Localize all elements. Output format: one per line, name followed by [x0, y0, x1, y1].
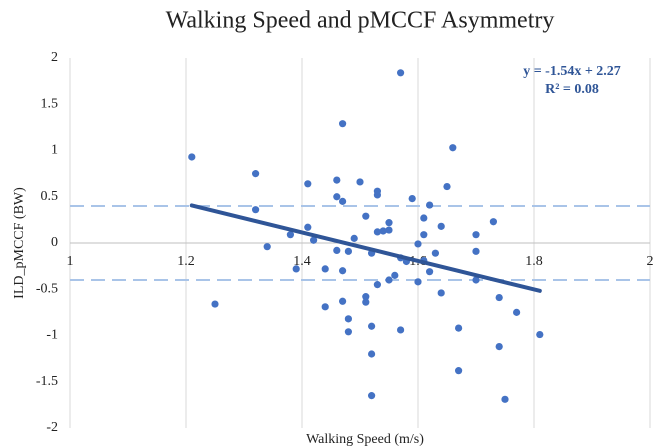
x-tick-label: 1.2	[177, 254, 195, 269]
data-point	[252, 170, 260, 178]
data-point	[379, 227, 387, 235]
y-tick-label: -1	[46, 328, 58, 343]
data-point	[437, 222, 445, 230]
data-point	[501, 395, 509, 403]
y-axis-label: ILD_pMCCF (BW)	[12, 187, 27, 299]
data-point	[385, 226, 393, 234]
x-tick-label: 2	[647, 254, 654, 269]
y-tick-label: 1.5	[41, 96, 59, 111]
chart-title: Walking Speed and pMCCF Asymmetry	[166, 8, 555, 34]
data-point	[408, 195, 416, 203]
data-point	[489, 218, 497, 226]
data-point	[513, 308, 521, 316]
data-point	[304, 223, 312, 231]
data-point	[356, 178, 364, 186]
data-point	[455, 367, 463, 375]
data-point	[362, 298, 370, 306]
data-point	[385, 219, 393, 227]
data-point	[472, 247, 480, 255]
data-point	[373, 228, 381, 236]
data-point	[211, 300, 219, 308]
data-point	[368, 350, 376, 358]
x-axis-label: Walking Speed (m/s)	[306, 432, 424, 447]
data-point	[344, 315, 352, 323]
x-tick-label: 1.8	[525, 254, 543, 269]
data-point	[495, 343, 503, 351]
data-point	[333, 193, 341, 201]
trend-equation: y = -1.54x + 2.27	[523, 64, 621, 79]
data-point	[426, 268, 434, 276]
data-point	[397, 69, 405, 77]
data-point	[472, 231, 480, 239]
y-tick-label: 2	[51, 50, 58, 65]
data-point	[495, 293, 503, 302]
data-point	[373, 281, 381, 289]
data-point	[252, 206, 260, 214]
data-point	[344, 247, 352, 255]
y-tick-label: 0.5	[41, 189, 59, 204]
data-point	[339, 197, 347, 205]
data-point	[339, 267, 347, 275]
data-point	[420, 214, 428, 222]
data-point	[368, 392, 376, 400]
data-point	[420, 231, 428, 239]
x-tick-label: 1.4	[293, 254, 311, 269]
r-squared: R² = 0.08	[545, 82, 599, 97]
data-point	[414, 240, 422, 248]
data-point	[362, 212, 370, 220]
y-tick-label: -0.5	[36, 281, 58, 296]
data-point	[373, 191, 381, 199]
data-point	[414, 278, 422, 286]
data-point	[397, 326, 405, 334]
data-point	[286, 231, 294, 239]
data-point	[472, 276, 480, 284]
data-point	[391, 271, 399, 279]
data-point	[292, 265, 300, 273]
data-point	[449, 144, 457, 152]
data-point	[321, 265, 329, 273]
data-point	[339, 297, 347, 305]
y-tick-label: -2	[46, 420, 58, 435]
data-point	[431, 249, 439, 257]
data-point	[263, 243, 271, 251]
data-point	[536, 330, 544, 339]
data-point	[310, 236, 318, 244]
data-point	[437, 289, 445, 297]
data-point	[344, 328, 352, 336]
data-point	[426, 201, 434, 209]
data-point	[362, 293, 370, 301]
y-tick-label: -1.5	[36, 374, 58, 389]
data-point	[339, 120, 347, 128]
data-point	[333, 176, 341, 184]
data-point	[385, 276, 393, 284]
data-point	[321, 303, 329, 311]
data-point	[304, 180, 312, 188]
data-point	[188, 153, 196, 161]
data-point	[333, 246, 341, 254]
y-tick-label: 0	[51, 235, 58, 250]
data-point	[455, 324, 463, 332]
data-point	[443, 182, 451, 191]
data-point	[350, 234, 358, 242]
x-tick-label: 1	[67, 254, 74, 269]
data-point	[368, 322, 376, 330]
trend-line	[189, 203, 542, 293]
y-tick-label: 1	[51, 143, 58, 158]
